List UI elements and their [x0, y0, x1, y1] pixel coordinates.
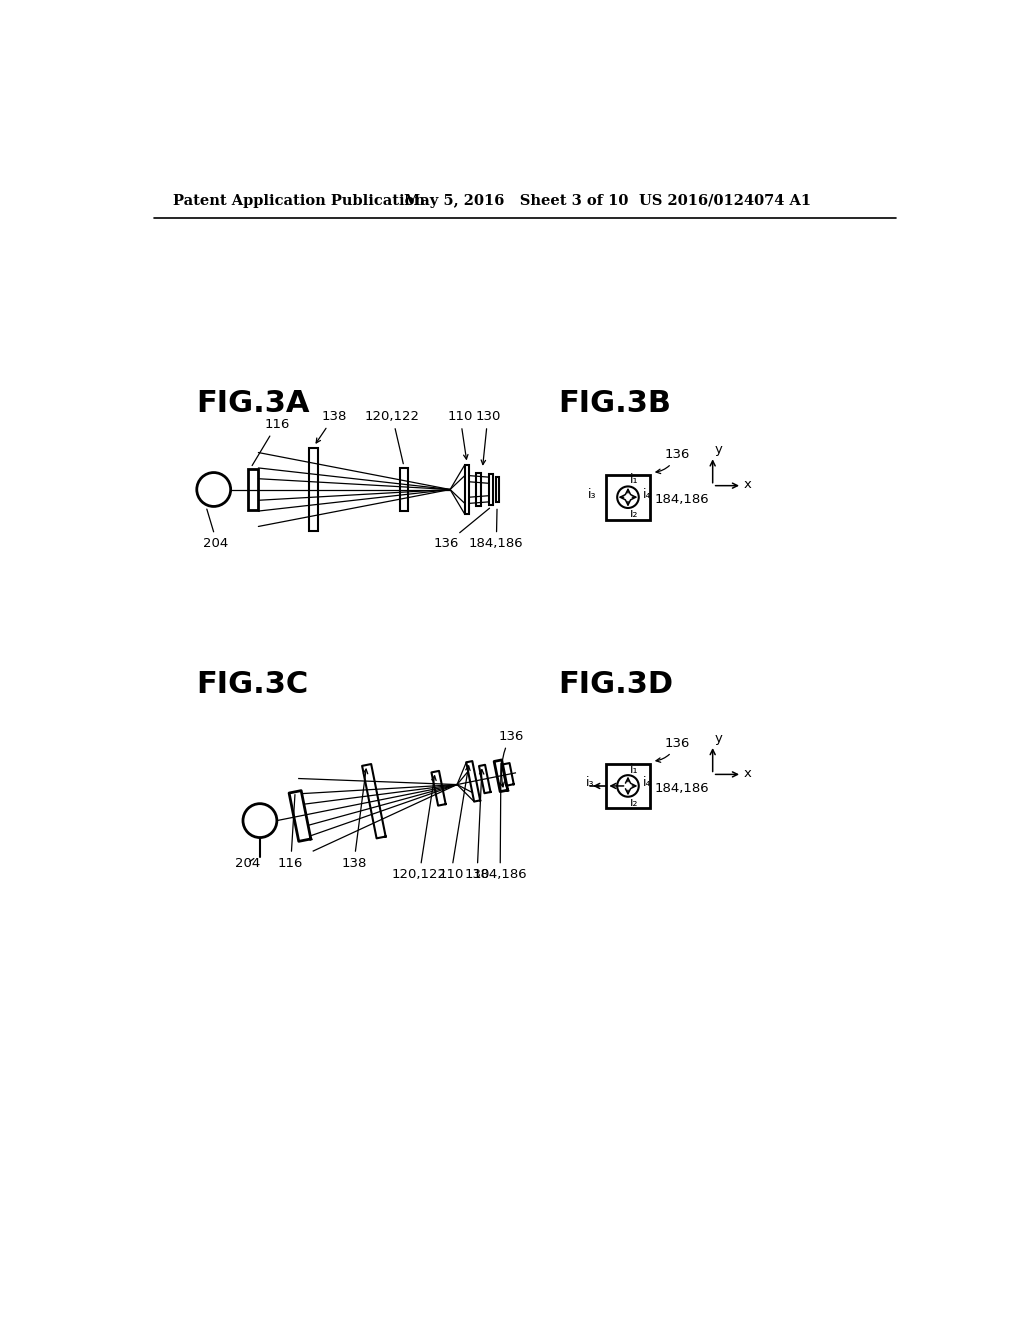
- Text: i₁: i₁: [630, 763, 638, 776]
- Text: i₄: i₄: [643, 487, 651, 500]
- Text: May 5, 2016   Sheet 3 of 10: May 5, 2016 Sheet 3 of 10: [403, 194, 629, 207]
- Text: 120,122: 120,122: [365, 411, 420, 463]
- Text: FIG.3C: FIG.3C: [196, 669, 308, 698]
- Text: y: y: [715, 733, 723, 744]
- Bar: [476, 473, 481, 507]
- Text: 204: 204: [234, 857, 260, 870]
- Text: 184,186: 184,186: [654, 783, 709, 795]
- Text: 110: 110: [447, 411, 473, 459]
- Text: 136: 136: [433, 508, 489, 550]
- Text: y: y: [715, 444, 723, 457]
- Text: FIG.3D: FIG.3D: [558, 669, 673, 698]
- Text: FIG.3B: FIG.3B: [558, 389, 671, 417]
- Text: 136: 136: [499, 730, 523, 787]
- Text: 138: 138: [341, 770, 368, 870]
- Text: 136: 136: [656, 737, 690, 763]
- Text: US 2016/0124074 A1: US 2016/0124074 A1: [639, 194, 811, 207]
- Bar: [605, 763, 650, 808]
- Text: 130: 130: [464, 770, 489, 882]
- Bar: [489, 474, 494, 506]
- Text: i₁: i₁: [630, 473, 638, 486]
- Text: i₂: i₂: [630, 796, 638, 809]
- Bar: [248, 470, 258, 510]
- Text: 184,186: 184,186: [654, 494, 709, 507]
- Text: 110: 110: [438, 766, 470, 882]
- Text: 184,186: 184,186: [469, 510, 523, 550]
- Bar: [465, 465, 469, 515]
- Text: 204: 204: [203, 510, 228, 550]
- Bar: [605, 475, 650, 520]
- Text: 184,186: 184,186: [473, 763, 527, 882]
- Bar: [496, 478, 500, 502]
- Text: 138: 138: [316, 411, 346, 444]
- Text: 116: 116: [252, 418, 290, 466]
- Bar: [400, 469, 408, 511]
- Text: 116: 116: [279, 795, 303, 870]
- Text: i₂: i₂: [630, 507, 638, 520]
- Text: i₃: i₃: [588, 487, 596, 500]
- Text: 136: 136: [656, 447, 690, 474]
- Text: 120,122: 120,122: [392, 776, 446, 882]
- Bar: [309, 447, 318, 531]
- Text: x: x: [743, 767, 752, 780]
- Text: 130: 130: [475, 411, 501, 465]
- Text: i₃: i₃: [586, 776, 595, 789]
- Text: Patent Application Publication: Patent Application Publication: [173, 194, 425, 207]
- Text: x: x: [743, 478, 752, 491]
- Text: FIG.3A: FIG.3A: [196, 389, 309, 417]
- Text: i₄: i₄: [643, 776, 651, 789]
